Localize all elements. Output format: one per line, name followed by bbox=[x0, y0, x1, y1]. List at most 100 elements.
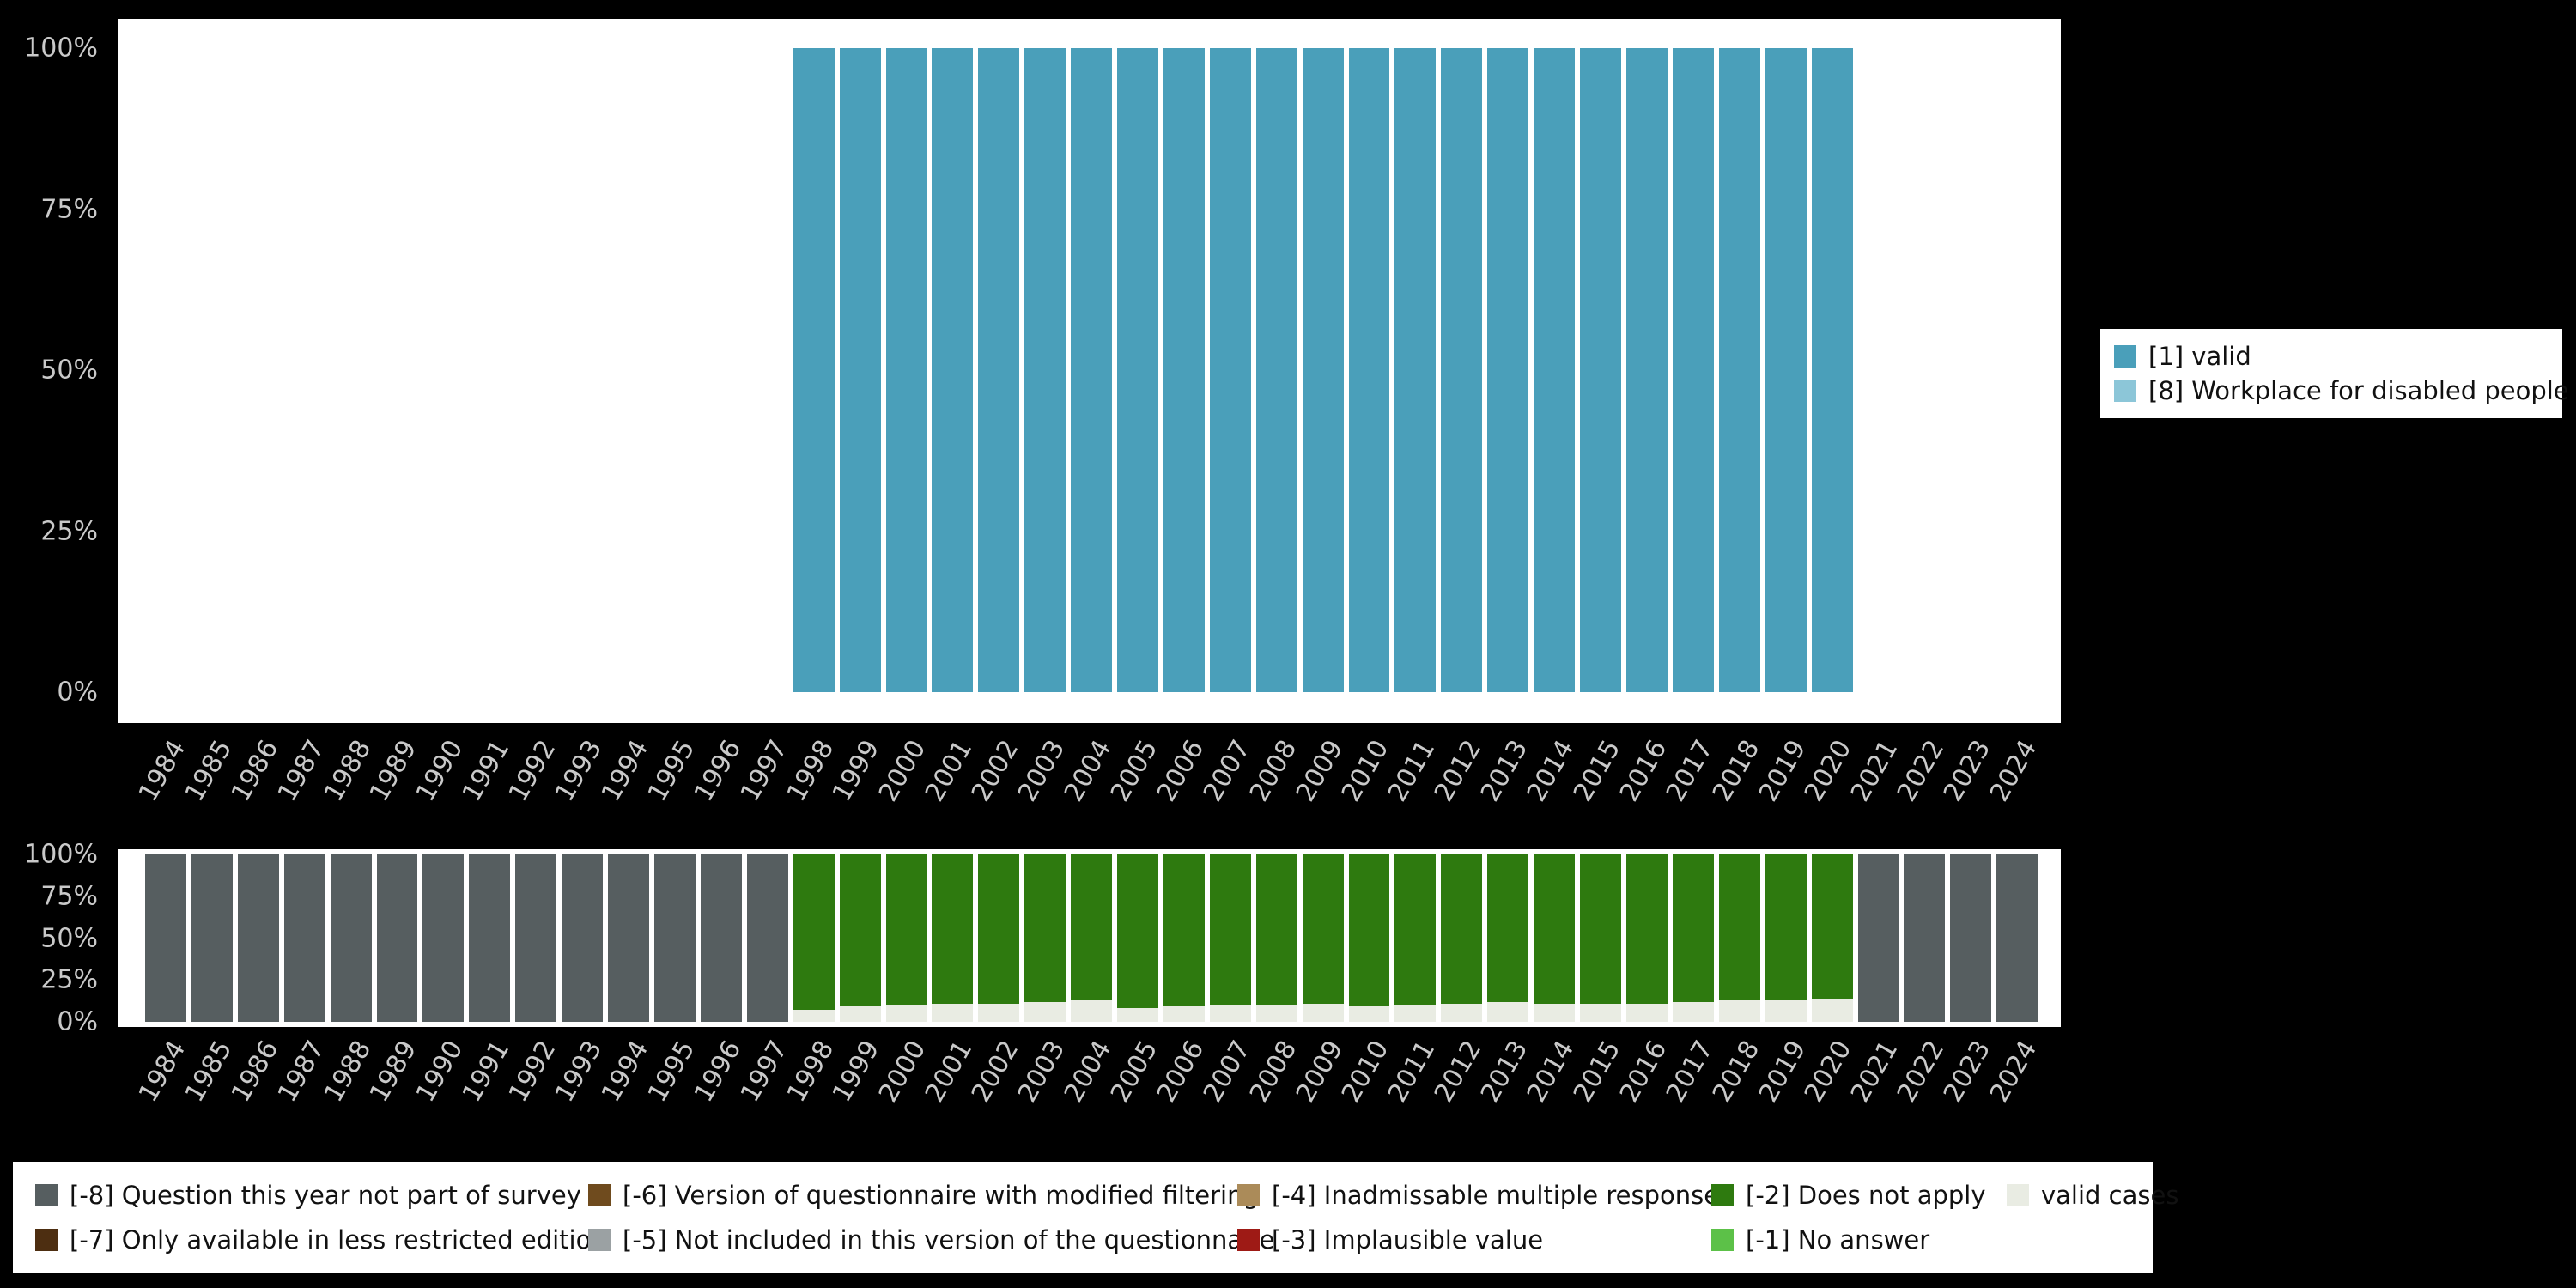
bar-2003 bbox=[1022, 48, 1068, 692]
legend-item: [-3] Implausible value bbox=[1237, 1225, 1708, 1255]
bar-1996 bbox=[698, 854, 744, 1022]
bottom-chart-x-axis: 1984 1985 1986 1987 1988 1989 1990 1991 1992 1993… bbox=[133, 1036, 2044, 1160]
bar-segment bbox=[1163, 1006, 1205, 1022]
bar-segment bbox=[1302, 1003, 1344, 1022]
bar-segment bbox=[1487, 854, 1529, 1002]
bar-1995 bbox=[652, 48, 698, 692]
bar-segment bbox=[1765, 999, 1807, 1022]
legend-item: [-1] No answer bbox=[1711, 1225, 2003, 1255]
legend-label: [-2] Does not apply bbox=[1746, 1181, 1986, 1210]
bar-1997 bbox=[744, 854, 791, 1022]
bar-segment bbox=[1996, 854, 2038, 1022]
bar-segment bbox=[1394, 854, 1437, 1005]
bar-segment bbox=[1348, 854, 1390, 1007]
bar-2024 bbox=[1994, 854, 2040, 1022]
bar-2018 bbox=[1716, 48, 1763, 692]
bar-segment bbox=[1950, 854, 1992, 1022]
bar-segment bbox=[469, 854, 511, 1022]
bar-2023 bbox=[1947, 48, 1994, 692]
bar-segment bbox=[700, 854, 742, 1022]
bar-1995 bbox=[652, 854, 698, 1022]
bar-1990 bbox=[420, 48, 466, 692]
bar-2005 bbox=[1115, 854, 1161, 1022]
bar-2017 bbox=[1670, 48, 1716, 692]
bar-segment bbox=[1487, 48, 1529, 692]
bar-1984 bbox=[143, 48, 189, 692]
legend-swatch bbox=[2114, 345, 2136, 368]
bar-segment bbox=[1672, 854, 1714, 1002]
bar-2005 bbox=[1115, 48, 1161, 692]
bar-segment bbox=[1163, 48, 1205, 692]
bar-2000 bbox=[884, 48, 930, 692]
bar-segment bbox=[1071, 48, 1113, 692]
bar-2015 bbox=[1577, 48, 1624, 692]
missing-categories-legend: [-8] Question this year not part of surv… bbox=[13, 1162, 2178, 1273]
bar-segment bbox=[1209, 48, 1251, 692]
bar-segment bbox=[1672, 48, 1714, 692]
bar-2007 bbox=[1207, 854, 1254, 1022]
legend-swatch bbox=[35, 1184, 58, 1206]
bar-segment bbox=[932, 48, 974, 692]
bar-segment bbox=[839, 1006, 881, 1022]
bar-2013 bbox=[1485, 854, 1531, 1022]
bar-segment bbox=[1626, 48, 1668, 692]
bar-2002 bbox=[975, 854, 1022, 1022]
bar-1988 bbox=[328, 854, 374, 1022]
bar-segment bbox=[1348, 1006, 1390, 1022]
bar-2016 bbox=[1624, 854, 1670, 1022]
legend-label: [-5] Not included in this version of the… bbox=[623, 1225, 1275, 1255]
bar-segment bbox=[1255, 48, 1297, 692]
bar-segment bbox=[1765, 48, 1807, 692]
bar-segment bbox=[608, 854, 649, 1022]
bar-segment bbox=[1718, 48, 1760, 692]
bar-2014 bbox=[1531, 48, 1577, 692]
bar-segment bbox=[1626, 854, 1668, 1004]
bar-segment bbox=[1811, 48, 1853, 692]
legend-label: [-1] No answer bbox=[1746, 1225, 1930, 1255]
bottom-chart-panel bbox=[118, 849, 2061, 1027]
bar-segment bbox=[515, 854, 557, 1022]
legend-label: [-4] Inadmissable multiple response bbox=[1272, 1181, 1720, 1210]
legend-swatch bbox=[35, 1229, 58, 1251]
bar-segment bbox=[191, 854, 233, 1022]
bar-segment bbox=[1534, 48, 1576, 692]
bar-2011 bbox=[1392, 48, 1438, 692]
legend-label: [-8] Question this year not part of surv… bbox=[70, 1181, 581, 1210]
bar-1998 bbox=[791, 854, 837, 1022]
bar-segment bbox=[885, 48, 927, 692]
bar-1989 bbox=[374, 48, 421, 692]
bar-segment bbox=[932, 854, 974, 1004]
top-chart-x-axis: 1984 1985 1986 1987 1988 1989 1990 1991 1992 1993… bbox=[133, 735, 2044, 860]
y-axis-tick-label: 75% bbox=[40, 194, 98, 224]
bar-segment bbox=[1117, 48, 1158, 692]
bar-segment bbox=[932, 1003, 974, 1022]
bar-1985 bbox=[189, 48, 235, 692]
bar-segment bbox=[1302, 48, 1344, 692]
legend-label: [8] Workplace for disabled people bbox=[2148, 376, 2569, 405]
bar-1985 bbox=[189, 854, 235, 1022]
bar-1999 bbox=[837, 48, 884, 692]
bar-1991 bbox=[466, 48, 513, 692]
bar-1993 bbox=[559, 854, 605, 1022]
bottom-chart-y-axis: 0% 25% 50% 75% 100% bbox=[0, 840, 110, 1037]
legend-swatch bbox=[588, 1229, 611, 1251]
bar-2020 bbox=[1809, 854, 1856, 1022]
bar-2012 bbox=[1438, 854, 1485, 1022]
bar-2007 bbox=[1207, 48, 1254, 692]
bar-segment bbox=[978, 854, 1020, 1004]
bar-1998 bbox=[791, 48, 837, 692]
bar-2012 bbox=[1438, 48, 1485, 692]
legend-item: [8] Workplace for disabled people bbox=[2114, 374, 2569, 408]
bar-2009 bbox=[1300, 854, 1346, 1022]
y-axis-tick-label: 0% bbox=[57, 677, 98, 708]
bar-2024 bbox=[1994, 48, 2040, 692]
top-chart-y-axis: 0% 25% 50% 75% 100% bbox=[0, 33, 110, 708]
bar-2019 bbox=[1763, 854, 1809, 1022]
valid-categories-legend: [1] valid [8] Workplace for disabled peop… bbox=[2100, 329, 2569, 418]
bar-segment bbox=[1209, 1005, 1251, 1022]
bar-2003 bbox=[1022, 854, 1068, 1022]
bar-segment bbox=[839, 854, 881, 1007]
bar-segment bbox=[1117, 854, 1158, 1009]
bar-segment bbox=[1024, 854, 1066, 1002]
bar-2000 bbox=[884, 854, 930, 1022]
